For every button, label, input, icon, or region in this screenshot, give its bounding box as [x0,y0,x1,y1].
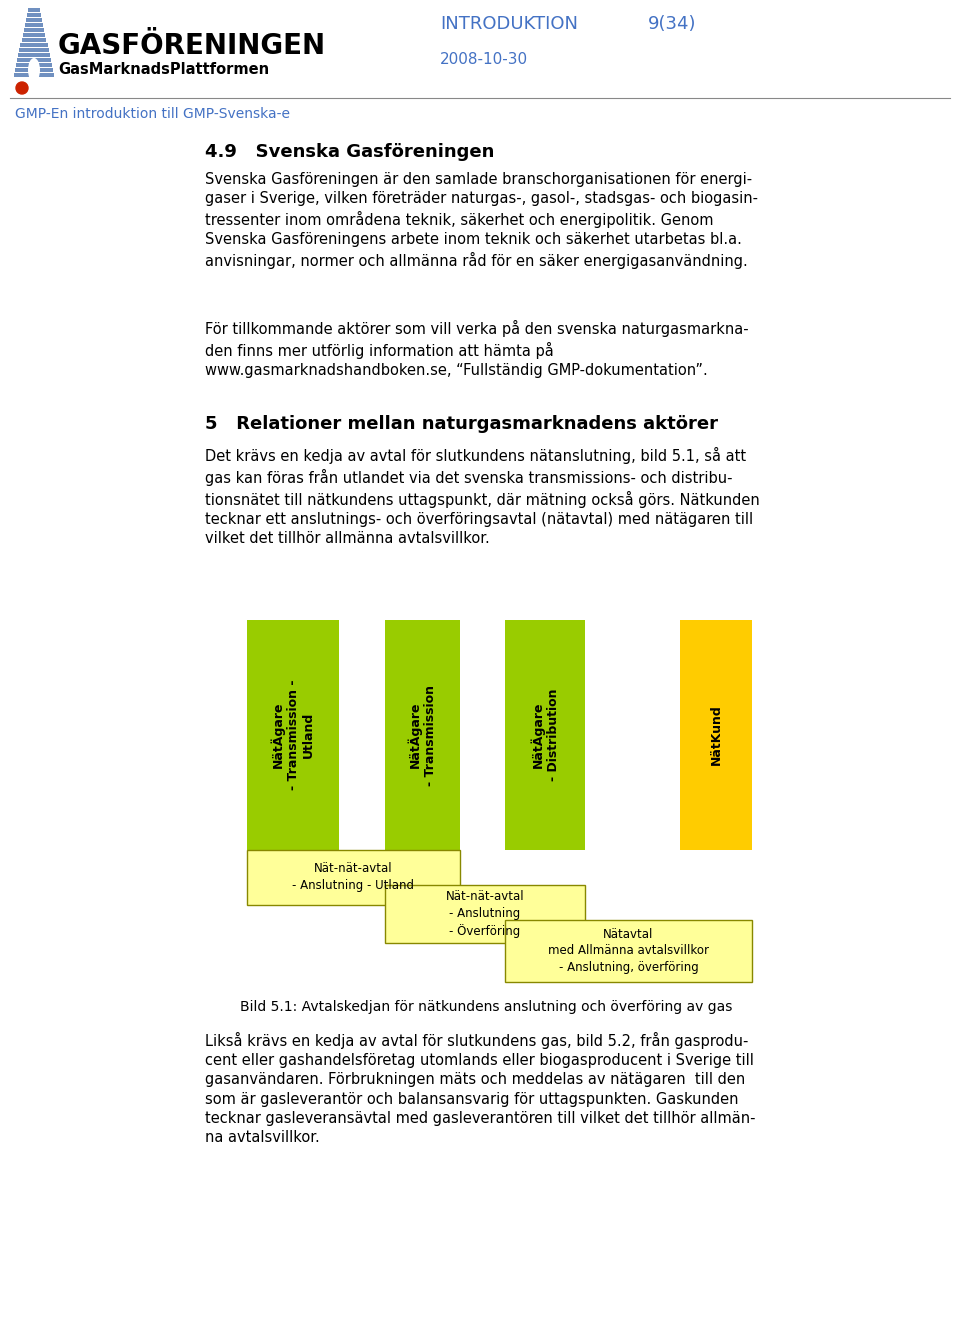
Text: Svenska Gasföreningen är den samlade branschorganisationen för energi-
gaser i S: Svenska Gasföreningen är den samlade bra… [205,171,758,270]
Bar [18,53,50,57]
Text: 2008-10-30: 2008-10-30 [440,52,528,66]
Bar [27,13,41,17]
Bar [24,28,44,32]
Bar [680,621,752,851]
Bar [505,621,585,851]
Bar [21,39,46,43]
Text: 5   Relationer mellan naturgasmarknadens aktörer: 5 Relationer mellan naturgasmarknadens a… [205,415,718,433]
Text: Likså krävs en kedja av avtal för slutkundens gas, bild 5.2, från gasprodu-
cent: Likså krävs en kedja av avtal för slutku… [205,1033,756,1146]
Text: NätKund: NätKund [709,704,723,766]
Text: GasMarknadsPlattformen: GasMarknadsPlattformen [58,62,269,77]
Bar [25,23,43,28]
Bar [14,73,54,77]
Text: NätÄgare
- Distribution: NätÄgare - Distribution [530,688,560,781]
Text: Nätavtal
med Allmänna avtalsvillkor
- Anslutning, överföring: Nätavtal med Allmänna avtalsvillkor - An… [548,928,709,974]
Text: Nät-nät-avtal
- Anslutning
- Överföring: Nät-nät-avtal - Anslutning - Överföring [445,890,524,938]
Text: Bild 5.1: Avtalskedjan för nätkundens anslutning och överföring av gas: Bild 5.1: Avtalskedjan för nätkundens an… [240,999,732,1014]
Bar [17,58,51,62]
Text: 4.9   Svenska Gasföreningen: 4.9 Svenska Gasföreningen [205,144,494,161]
Bar [15,68,53,72]
Bar [19,48,49,52]
Text: Det krävs en kedja av avtal för slutkundens nätanslutning, bild 5.1, så att
gas : Det krävs en kedja av avtal för slutkund… [205,447,759,546]
Text: GMP-En introduktion till GMP-Svenska-e: GMP-En introduktion till GMP-Svenska-e [15,108,290,121]
Text: Nät-nät-avtal
- Anslutning - Utland: Nät-nät-avtal - Anslutning - Utland [293,863,415,893]
Bar [20,43,48,48]
Ellipse shape [28,58,40,82]
Bar [385,885,585,944]
Text: INTRODUKTION: INTRODUKTION [440,15,578,33]
Bar [28,8,40,12]
Bar [247,851,460,905]
Text: GASFÖRENINGEN: GASFÖRENINGEN [58,32,326,60]
Bar [385,621,460,851]
Circle shape [16,82,28,94]
Text: NätÄgare
- Transmission: NätÄgare - Transmission [408,684,438,785]
Bar [247,621,339,851]
Bar [16,62,52,68]
Bar [505,920,752,982]
Text: 9(34): 9(34) [648,15,697,33]
Text: NätÄgare
- Transmission -
Utland: NätÄgare - Transmission - Utland [271,679,315,791]
Bar [26,19,42,23]
Text: För tillkommande aktörer som vill verka på den svenska naturgasmarkna-
den finns: För tillkommande aktörer som vill verka … [205,320,749,379]
Bar [23,33,45,37]
